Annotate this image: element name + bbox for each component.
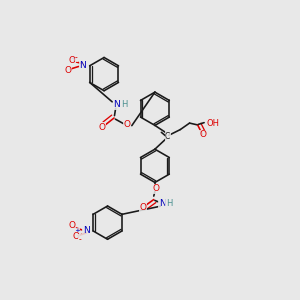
Text: H: H <box>166 199 172 208</box>
Text: O: O <box>98 123 105 132</box>
Text: -: - <box>79 235 81 244</box>
Text: -: - <box>75 53 78 62</box>
Text: O: O <box>69 56 76 65</box>
Text: O: O <box>68 221 76 230</box>
Text: H: H <box>121 100 128 109</box>
Text: +: + <box>70 56 76 62</box>
Text: C: C <box>165 131 170 140</box>
Text: N: N <box>80 61 86 70</box>
Text: O: O <box>72 232 80 242</box>
Text: O: O <box>199 130 206 139</box>
Text: N: N <box>113 100 120 109</box>
Text: OH: OH <box>206 118 219 127</box>
Text: O: O <box>153 184 160 193</box>
Text: N: N <box>83 226 90 236</box>
Text: N: N <box>159 199 165 208</box>
Text: O: O <box>64 66 71 75</box>
Text: +: + <box>74 228 80 234</box>
Text: O: O <box>139 203 146 212</box>
Text: O: O <box>124 120 130 129</box>
